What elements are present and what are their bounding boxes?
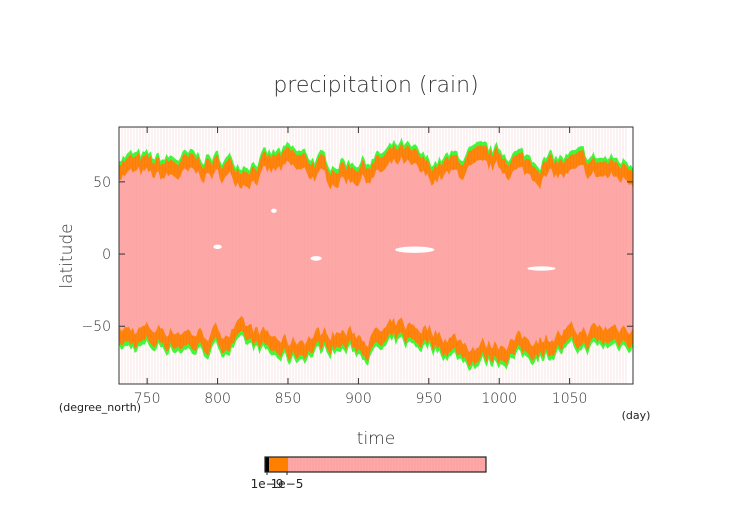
x-tick-label: 900 <box>345 391 372 407</box>
dry-gap <box>271 208 277 213</box>
colorbar-tick-label: 1e−9 <box>251 477 284 491</box>
x-tick-label: 950 <box>415 391 442 407</box>
x-tick-label: 1000 <box>481 391 517 407</box>
x-tick-label: 850 <box>275 391 302 407</box>
y-tick-label: 50 <box>93 175 111 191</box>
dry-gap <box>395 246 435 253</box>
x-tick-label: 1050 <box>552 391 588 407</box>
colorbar-tick-label: 1e−5 <box>271 477 304 491</box>
colorbar-frame <box>264 456 487 473</box>
x-tick-label: 750 <box>134 391 161 407</box>
x-axis-label: time <box>357 429 395 449</box>
x-tick-label: 800 <box>204 391 231 407</box>
x-axis: 750 800 850 900 950 1000 1050 <box>134 127 588 407</box>
x-axis-units: (day) <box>622 409 651 422</box>
y-axis-label: latitude <box>57 223 77 288</box>
y-tick-label: 0 <box>102 247 111 263</box>
dry-gap <box>213 244 222 250</box>
dry-gap <box>310 256 322 261</box>
colorbar-segment <box>269 457 288 472</box>
y-tick-label: −50 <box>81 319 111 335</box>
plot-frame <box>118 126 634 385</box>
colorbar-segment <box>288 457 486 472</box>
rain-core-band <box>119 156 633 352</box>
y-axis: 50 0 −50 <box>81 175 633 335</box>
y-axis-units: (degree_north) <box>59 401 141 414</box>
plot-area <box>119 127 633 384</box>
chart-title: precipitation (rain) <box>273 73 478 98</box>
dry-gap <box>527 266 556 271</box>
colorbar: 1e−91e−5 <box>251 456 487 491</box>
colorbar-segment <box>265 457 269 472</box>
